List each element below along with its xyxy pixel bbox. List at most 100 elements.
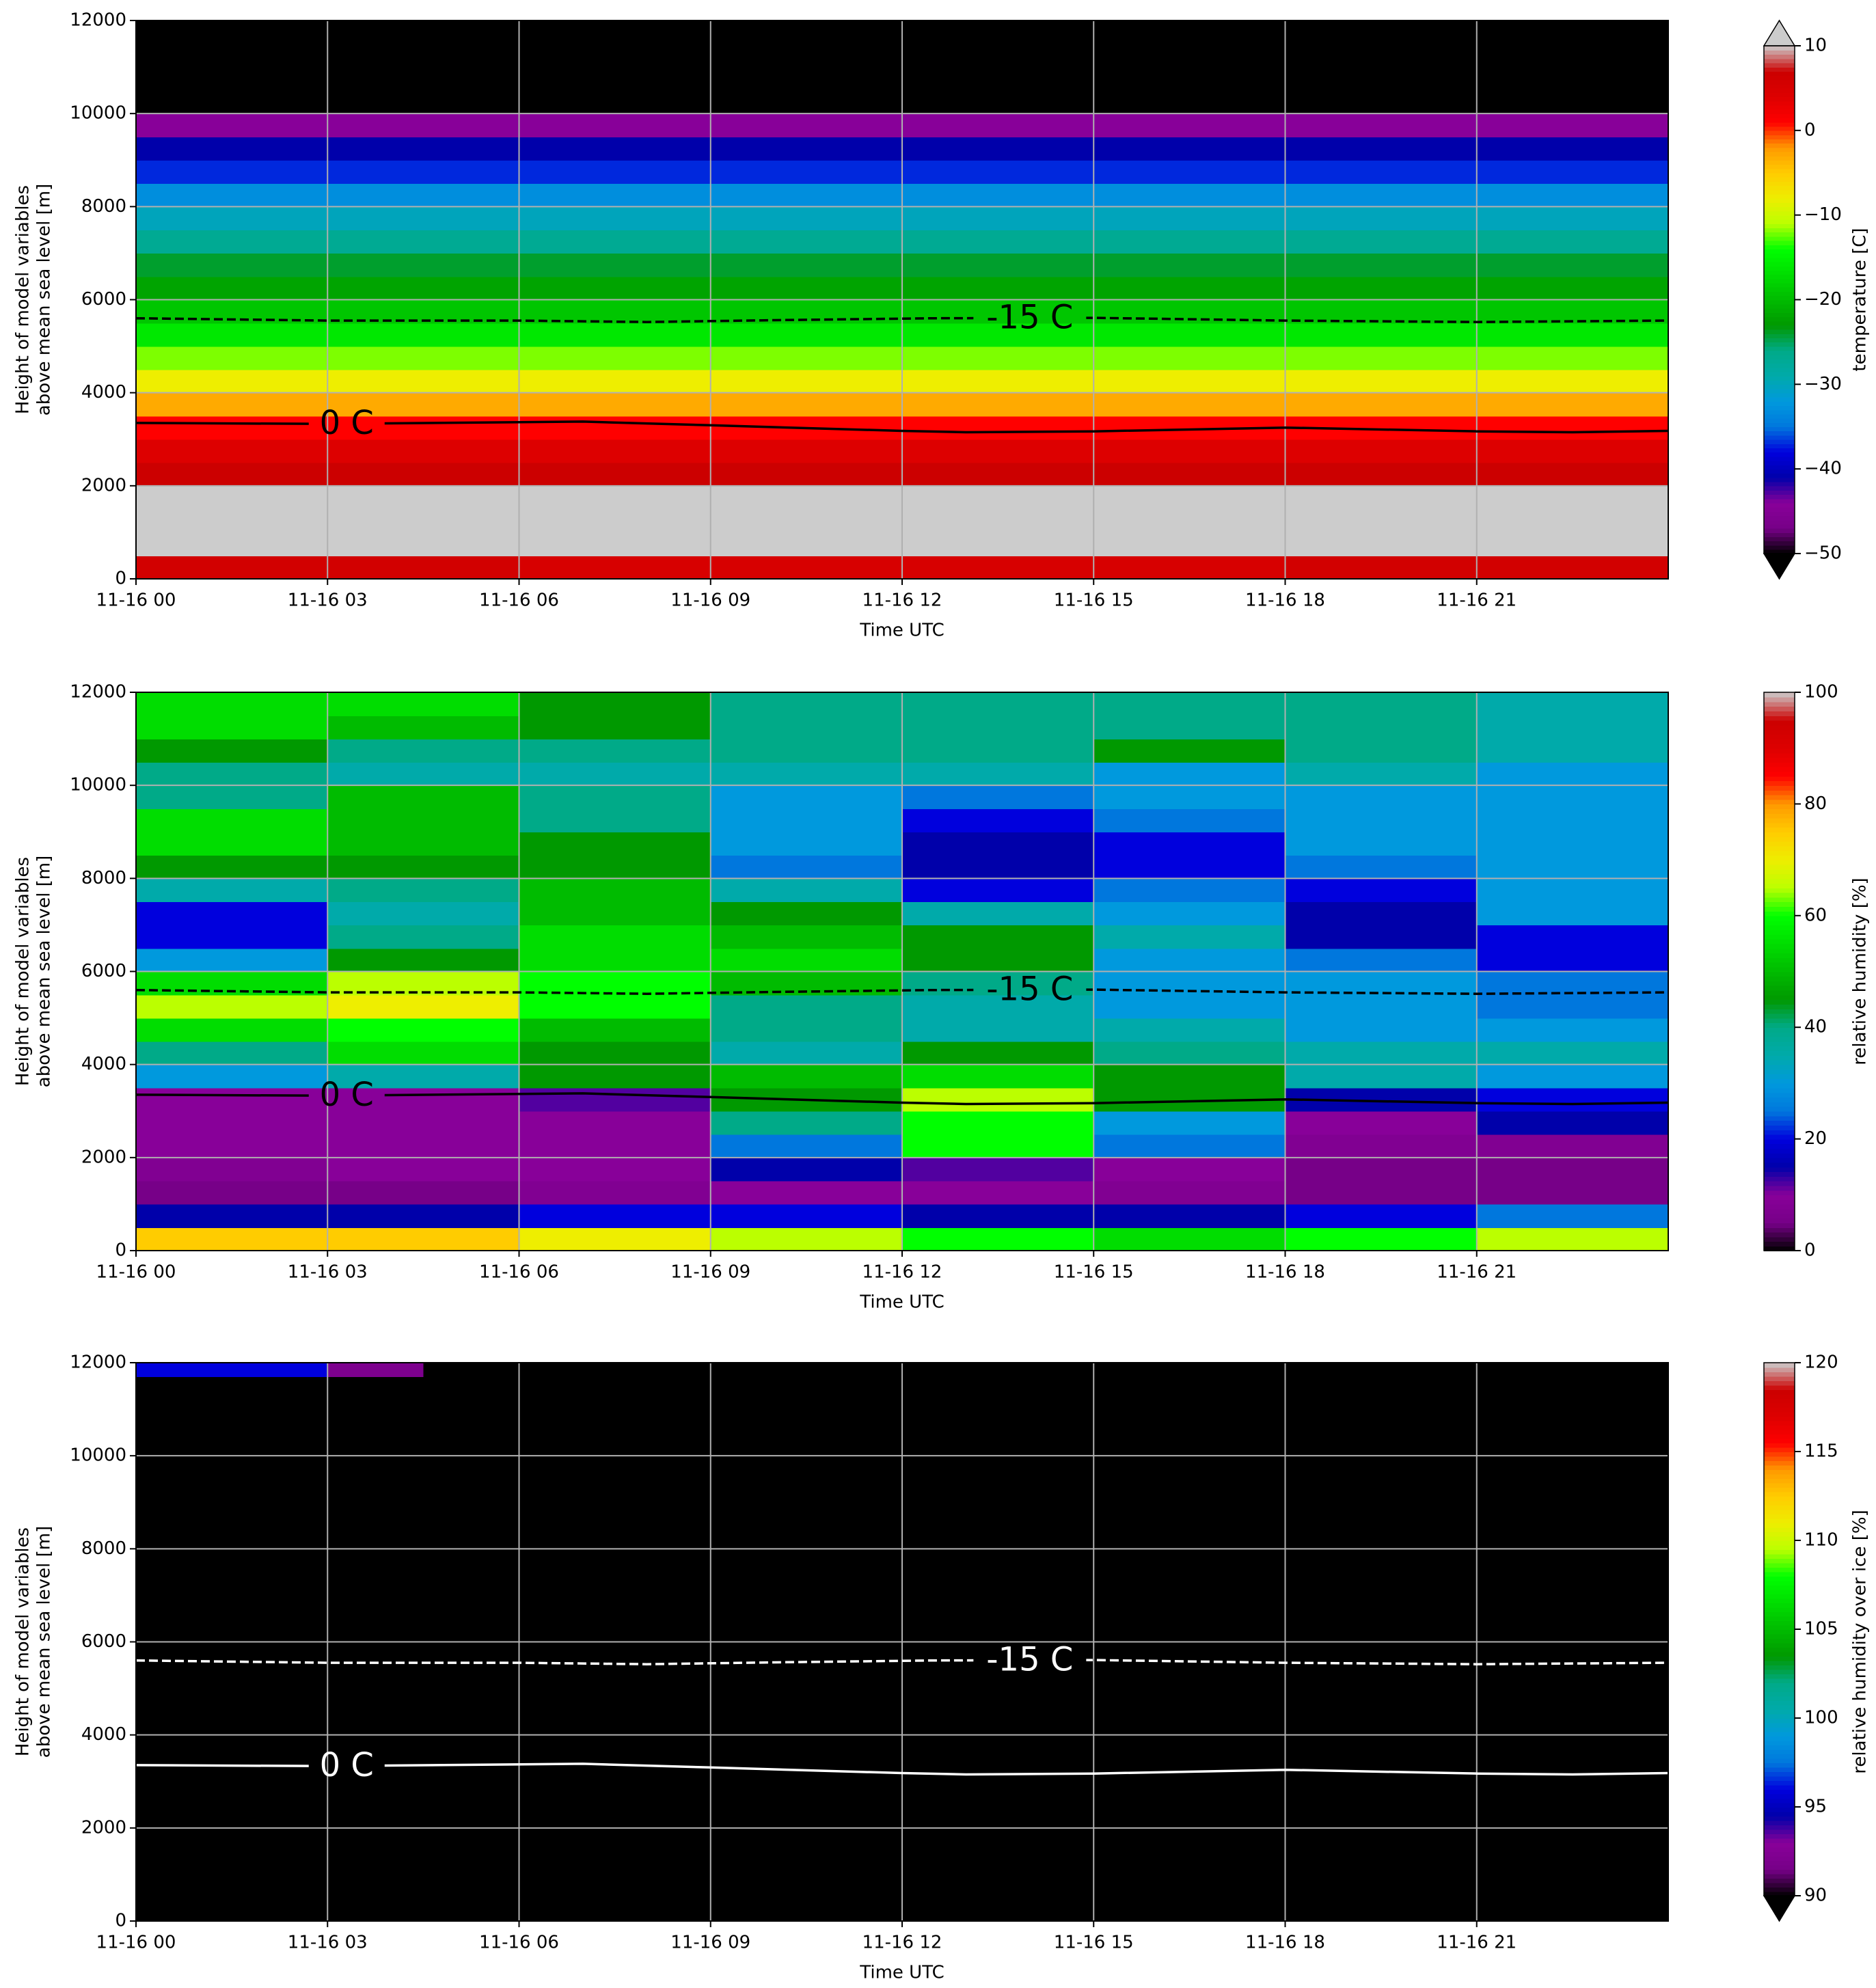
- colorbar-swatch: [1764, 130, 1795, 135]
- colorbar-swatch: [1764, 1190, 1795, 1196]
- colorbar-swatch: [1764, 957, 1795, 963]
- x-tick-label: 11-16 09: [670, 590, 750, 611]
- x-tick-label: 11-16 15: [1054, 1933, 1134, 1953]
- heatmap-cell: [1285, 1203, 1478, 1228]
- colorbar-tick-label: 80: [1804, 793, 1827, 814]
- heatmap-cell: [1285, 925, 1478, 949]
- heatmap-cell: [1093, 832, 1286, 856]
- y-tick-label: 2000: [81, 1147, 126, 1167]
- heatmap-cell: [1476, 948, 1668, 972]
- x-tick-label: 11-16 21: [1437, 1262, 1517, 1283]
- colorbar-swatch: [1764, 1157, 1795, 1163]
- heatmap-cell: [1476, 1018, 1668, 1042]
- colorbar-swatch: [1764, 1218, 1795, 1223]
- colorbar-swatch: [1764, 490, 1795, 495]
- heatmap-cell: [1093, 1111, 1286, 1135]
- colorbar-swatch: [1764, 1162, 1795, 1168]
- colorbar-swatch: [1764, 409, 1795, 415]
- y-tick-label: 8000: [81, 868, 126, 888]
- heatmap-cell: [519, 1111, 711, 1135]
- colorbar-swatch: [1764, 938, 1795, 944]
- heatmap-cell: [136, 1376, 329, 1921]
- heatmap-cell: [327, 1180, 520, 1205]
- colorbar-swatch: [1764, 1171, 1795, 1177]
- colorbar-tick-label: 115: [1804, 1441, 1838, 1462]
- heatmap-cell: [136, 1180, 329, 1205]
- y-tick-label: 6000: [81, 961, 126, 981]
- colorbar-swatch: [1764, 1754, 1795, 1759]
- heatmap-cell: [519, 948, 711, 972]
- colorbar-swatch: [1764, 1665, 1795, 1670]
- colorbar-swatch: [1764, 929, 1795, 935]
- colorbar-swatch: [1764, 990, 1795, 996]
- colorbar-label: relative humidity [%]: [1850, 877, 1871, 1065]
- colorbar-swatch: [1764, 87, 1795, 93]
- colorbar-swatch: [1764, 494, 1795, 500]
- colorbar-swatch: [1764, 1013, 1795, 1019]
- colorbar-swatch: [1764, 1616, 1795, 1621]
- colorbar-swatch: [1764, 380, 1795, 385]
- colorbar-swatch: [1764, 1683, 1795, 1688]
- colorbar-swatch: [1764, 1775, 1795, 1781]
- colorbar-swatch: [1764, 1460, 1795, 1466]
- colorbar-swatch: [1764, 541, 1795, 546]
- heatmap-cell: [1093, 762, 1286, 786]
- colorbar-swatch: [1764, 1074, 1795, 1079]
- colorbar-swatch: [1764, 384, 1795, 390]
- y-tick-label: 6000: [81, 1631, 126, 1652]
- y-axis-label: above mean sea level [m]: [34, 856, 55, 1087]
- heatmap-cell: [710, 878, 903, 903]
- colorbar-swatch: [1764, 1120, 1795, 1126]
- colorbar-swatch: [1764, 1102, 1795, 1107]
- heatmap-cell: [710, 692, 903, 716]
- colorbar-swatch: [1764, 892, 1795, 898]
- heatmap-cell: [1476, 878, 1668, 903]
- colorbar-swatch: [1764, 1372, 1795, 1377]
- heatmap-cell: [710, 832, 903, 856]
- colorbar-swatch: [1764, 1531, 1795, 1537]
- colorbar-swatch: [1764, 228, 1795, 233]
- heatmap-cell: [1093, 1180, 1286, 1205]
- colorbar-swatch: [1764, 1434, 1795, 1439]
- colorbar-swatch: [1764, 1078, 1795, 1084]
- heatmap-cell: [1093, 878, 1286, 903]
- colorbar-swatch: [1764, 1036, 1795, 1042]
- x-tick-label: 11-16 21: [1437, 1933, 1517, 1953]
- colorbar-swatch: [1764, 981, 1795, 986]
- heatmap-cell: [1476, 1064, 1668, 1089]
- heatmap-cell: [519, 1203, 711, 1228]
- colorbar-swatch: [1764, 1425, 1795, 1430]
- heatmap-cell: [1093, 1134, 1286, 1158]
- heatmap-cell: [1476, 1157, 1668, 1182]
- heatmap-cell: [1093, 948, 1286, 972]
- colorbar-swatch: [1764, 316, 1795, 322]
- colorbar-swatch: [1764, 1709, 1795, 1715]
- colorbar-swatch: [1764, 906, 1795, 912]
- colorbar-swatch: [1764, 92, 1795, 98]
- colorbar-swatch: [1764, 62, 1795, 68]
- colorbar-swatch: [1764, 887, 1795, 893]
- heatmap-cell: [1285, 1134, 1478, 1158]
- colorbar-swatch: [1764, 864, 1795, 870]
- colorbar-swatch: [1764, 920, 1795, 926]
- heatmap-cell: [327, 692, 520, 716]
- colorbar-swatch: [1764, 1514, 1795, 1519]
- colorbar-swatch: [1764, 418, 1795, 423]
- colorbar-swatch: [1764, 1087, 1795, 1093]
- colorbar-swatch: [1764, 1420, 1795, 1426]
- heatmap-cell: [136, 692, 329, 716]
- colorbar-swatch: [1764, 799, 1795, 805]
- colorbar-swatch: [1764, 448, 1795, 453]
- heatmap-cell: [327, 1111, 520, 1135]
- colorbar-swatch: [1764, 1231, 1795, 1238]
- colorbar-swatch: [1764, 79, 1795, 85]
- heatmap-cell: [519, 1064, 711, 1089]
- heatmap-cell: [136, 1041, 329, 1065]
- colorbar-swatch: [1764, 96, 1795, 102]
- colorbar-swatch: [1764, 1656, 1795, 1661]
- heatmap-cell: [327, 1064, 520, 1089]
- colorbar-swatch: [1764, 962, 1795, 968]
- x-tick-label: 11-16 00: [96, 1262, 176, 1283]
- colorbar-swatch: [1764, 1674, 1795, 1679]
- colorbar-swatch: [1764, 502, 1795, 508]
